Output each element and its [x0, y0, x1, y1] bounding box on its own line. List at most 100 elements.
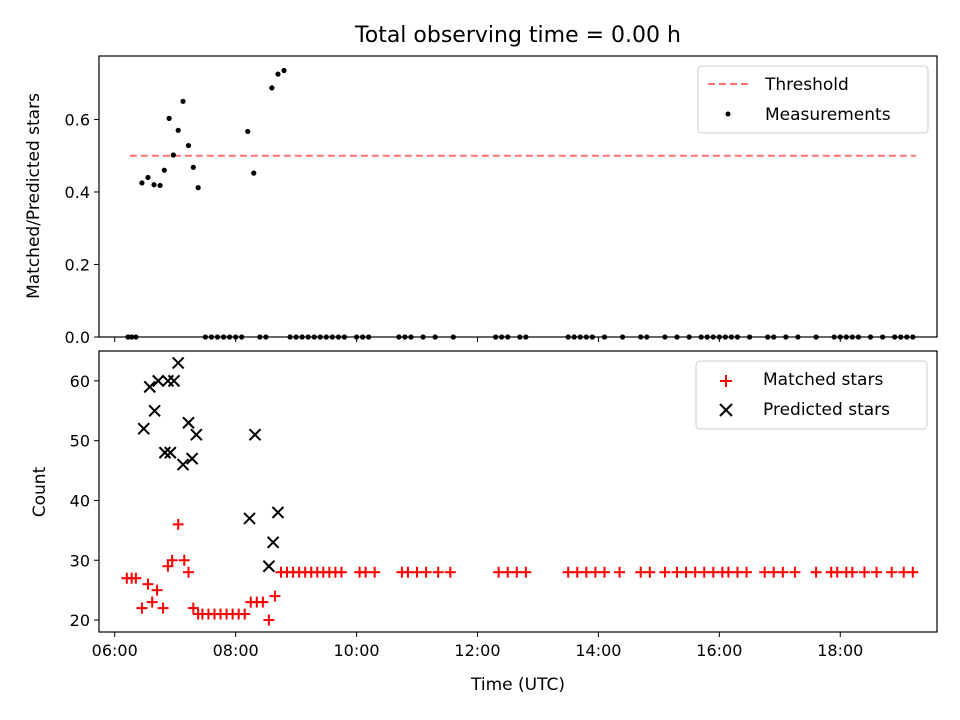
count-legend-box [695, 360, 928, 430]
predicted-star-point [176, 458, 190, 471]
matched-legend-label: Matched stars [763, 370, 883, 390]
matched-star-point [659, 566, 671, 578]
measurement-point [275, 71, 281, 77]
matched-star-point [178, 554, 190, 566]
matched-star-point [644, 566, 656, 578]
count-x-ticks: 06:00 08:00 10:00 12:00 14:00 16:00 18:00 [92, 632, 863, 660]
matched-star-point [263, 614, 275, 626]
measurement-point [245, 128, 251, 135]
predicted-star-point [271, 506, 285, 519]
count-y-ticks: 20 30 40 50 60 [70, 372, 99, 630]
measurement-point [269, 85, 275, 91]
predicted-star-point [152, 374, 165, 388]
matched-star-point [858, 566, 870, 578]
matched-star-point [182, 566, 194, 578]
predicted-star-point [148, 404, 161, 417]
y-tick-label: 0.2 [65, 255, 90, 274]
ratio-legend-box [697, 65, 929, 134]
matched-star-point [172, 518, 184, 530]
x-tick-label: 12:00 [454, 641, 500, 660]
measurement-point [251, 170, 257, 176]
matched-star-point [162, 560, 174, 572]
count-panel: 20 30 40 50 60 Count Matched stars Predicted… [30, 350, 938, 633]
measurement-point [170, 152, 176, 158]
matched-star-point [520, 566, 532, 578]
matched-star-point [239, 608, 251, 620]
ratio-y-ticks: 0.0 0.2 0.4 0.6 [65, 110, 99, 347]
predicted-star-point [182, 416, 195, 429]
measurement-point [166, 115, 172, 121]
x-tick-label: 10:00 [334, 641, 380, 660]
matched-star-point [614, 566, 626, 578]
matched-star-point [789, 566, 801, 578]
matched-star-point [810, 566, 822, 578]
measurement-point [145, 174, 151, 181]
matched-star-point [166, 554, 178, 566]
chart-title: Total observing time = 0.00 h [354, 23, 681, 48]
count-axes-frame [98, 350, 938, 633]
count-legend: Matched stars Predicted stars [695, 360, 928, 430]
measurement-point [195, 185, 201, 191]
measurement-point [139, 180, 145, 186]
measurement-point [180, 98, 186, 104]
matched-star-point [257, 596, 269, 608]
measurement-point [157, 182, 163, 189]
x-tick-label: 16:00 [696, 641, 742, 660]
measurement-point [190, 164, 196, 170]
threshold-legend-label: Threshold [764, 75, 849, 95]
measurement-point [281, 67, 287, 74]
predicted-legend-marker [719, 403, 733, 417]
matched-star-point [444, 566, 456, 578]
predicted-star-point [185, 452, 199, 465]
predicted-star-point [171, 356, 185, 370]
predicted-star-point [137, 422, 150, 435]
matched-star-point [886, 566, 898, 578]
matched-star-point [369, 566, 381, 578]
y-tick-label: 0.4 [65, 183, 90, 202]
matched-star-point [777, 566, 789, 578]
matched-star-point [130, 572, 142, 584]
predicted-star-point [167, 374, 181, 388]
measurements-legend-label: Measurements [765, 105, 891, 125]
x-tick-label: 14:00 [575, 641, 621, 660]
predicted-star-point [143, 380, 156, 394]
y-tick-label: 0.6 [65, 110, 90, 129]
matched-star-point [187, 602, 199, 614]
predicted-star-point [243, 512, 256, 525]
y-tick-label: 50 [70, 432, 90, 451]
predicted-star-point [164, 446, 177, 459]
matched-star-point [871, 566, 883, 578]
ratio-legend: Threshold Measurements [697, 65, 929, 134]
measurements-legend-marker [725, 111, 731, 117]
y-tick-label: 40 [70, 491, 90, 510]
y-tick-label: 30 [70, 551, 90, 570]
y-tick-label: 60 [70, 372, 90, 391]
measurement-point [185, 142, 192, 149]
x-axis-label: Time (UTC) [470, 675, 565, 695]
matched-star-point [432, 566, 444, 578]
matched-star-point [146, 596, 158, 608]
predicted-star-point [266, 536, 280, 549]
x-tick-label: 06:00 [92, 641, 138, 660]
predicted-star-point [262, 560, 276, 573]
count-marks [121, 356, 919, 626]
matched-star-point [151, 584, 163, 596]
matched-star-point [420, 566, 432, 578]
y-tick-label: 20 [70, 611, 90, 630]
matched-star-point [846, 566, 858, 578]
matched-star-point [741, 566, 753, 578]
predicted-star-point [158, 446, 172, 459]
x-tick-label: 08:00 [213, 641, 259, 660]
x-tick-label: 18:00 [817, 641, 863, 660]
count-y-axis-label: Count [30, 466, 50, 517]
ratio-panel: 0.0 0.2 0.4 0.6 Matched/Predicted stars Thr… [24, 55, 938, 347]
measurement-point [175, 127, 181, 133]
matched-star-point [157, 602, 169, 614]
predicted-star-point [190, 428, 203, 441]
matched-star-point [598, 566, 610, 578]
matched-star-point [907, 566, 919, 578]
ratio-y-axis-label: Matched/Predicted stars [24, 93, 44, 299]
ratio-x-ticks [114, 337, 841, 342]
measurement-point [161, 167, 167, 173]
